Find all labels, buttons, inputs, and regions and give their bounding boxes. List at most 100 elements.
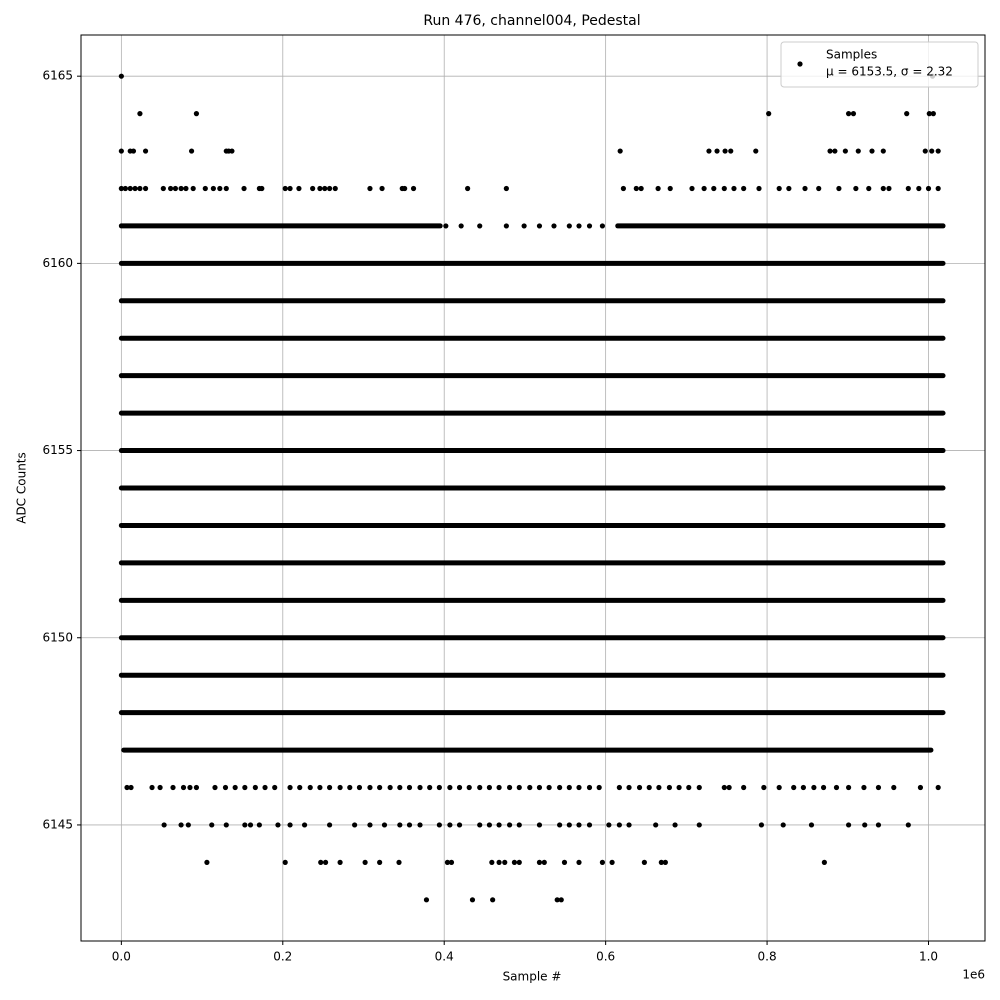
sample-point	[496, 784, 502, 791]
sample-point	[869, 148, 875, 154]
sample-point	[232, 784, 238, 791]
sample-point	[317, 784, 323, 791]
sample-point	[516, 784, 522, 791]
sample-point	[489, 859, 495, 865]
sample-point	[490, 897, 496, 903]
sample-point	[402, 185, 408, 192]
sample-point	[458, 223, 464, 229]
sample-point	[845, 822, 852, 828]
sample-point	[722, 148, 728, 154]
sample-point	[202, 185, 208, 192]
sample-point	[190, 185, 196, 192]
sample-point	[641, 859, 647, 865]
legend-marker	[797, 61, 803, 67]
chart-title: Run 476, channel004, Pedestal	[423, 13, 640, 29]
sample-point	[160, 185, 166, 192]
sample-point	[132, 185, 138, 192]
sample-point	[576, 859, 582, 865]
sample-point	[223, 822, 229, 828]
sample-point	[636, 784, 643, 791]
sample-point	[127, 185, 133, 192]
sample-point	[242, 784, 248, 791]
sample-point	[456, 822, 463, 828]
sample-point	[586, 822, 593, 828]
y-axis-label: ADC Counts	[15, 452, 29, 524]
sample-point	[653, 822, 659, 828]
sample-point	[178, 185, 184, 192]
legend-box	[780, 41, 979, 88]
sample-point	[866, 185, 872, 192]
sample-point	[367, 784, 373, 791]
y-tick-label: 6155	[42, 443, 73, 457]
sample-point	[193, 111, 200, 117]
sample-point	[599, 223, 606, 229]
sample-point	[337, 859, 343, 865]
sample-point	[212, 784, 218, 791]
sample-point	[776, 185, 782, 192]
samples	[118, 73, 946, 903]
sample-point	[714, 148, 720, 154]
sample-point	[616, 822, 622, 828]
sample-point	[170, 784, 176, 791]
sample-point	[296, 185, 302, 192]
sample-point	[149, 784, 155, 791]
sample-point	[406, 822, 413, 828]
sample-point	[811, 784, 817, 791]
sample-point	[356, 784, 363, 791]
sample-point	[178, 822, 184, 828]
sample-point	[701, 185, 707, 192]
sample-point	[566, 223, 572, 229]
sample-point	[118, 148, 124, 154]
sample-point	[128, 784, 134, 791]
sample-point	[922, 148, 928, 154]
sample-point	[301, 822, 308, 828]
sample-point	[721, 784, 727, 791]
sample-point	[855, 148, 861, 154]
sample-point	[352, 822, 358, 828]
sample-point	[853, 185, 859, 192]
sample-point	[726, 784, 732, 791]
sample-point	[711, 185, 717, 192]
sample-point	[142, 148, 149, 154]
sample-point	[377, 859, 383, 865]
sample-point	[586, 223, 593, 229]
sample-point	[410, 185, 417, 192]
sample-point	[436, 822, 442, 828]
sample-point	[551, 223, 557, 229]
sample-point	[820, 784, 827, 791]
sample-point	[397, 822, 403, 828]
x-tick-label: 0.4	[435, 950, 454, 964]
plot-frame	[80, 34, 986, 942]
sample-point	[167, 185, 174, 192]
legend-note: μ = 6153.5, σ = 2.32	[826, 65, 953, 79]
sample-point	[157, 784, 163, 791]
sample-point	[362, 859, 368, 865]
sample-point	[741, 784, 747, 791]
sample-point	[728, 148, 734, 154]
sample-point	[658, 859, 664, 865]
sample-point	[332, 185, 338, 192]
sample-point	[423, 897, 430, 903]
y-tick-label: 6165	[42, 69, 73, 83]
sample-point	[676, 784, 682, 791]
sample-point	[576, 223, 582, 229]
sample-point	[609, 859, 615, 865]
sample-point	[696, 784, 702, 791]
sample-point	[833, 784, 840, 791]
sample-point	[222, 784, 229, 791]
sample-point	[646, 784, 652, 791]
sample-point	[317, 185, 323, 192]
sample-point	[256, 822, 262, 828]
sample-point	[566, 822, 572, 828]
sample-point	[223, 185, 229, 192]
sample-point	[904, 111, 910, 117]
sample-point	[448, 859, 455, 865]
sample-point	[802, 185, 808, 192]
sample-point	[327, 822, 333, 828]
sample-point	[180, 784, 187, 791]
sample-point	[377, 784, 383, 791]
sample-point	[466, 784, 472, 791]
sample-point	[337, 784, 343, 791]
sample-point	[662, 859, 668, 865]
